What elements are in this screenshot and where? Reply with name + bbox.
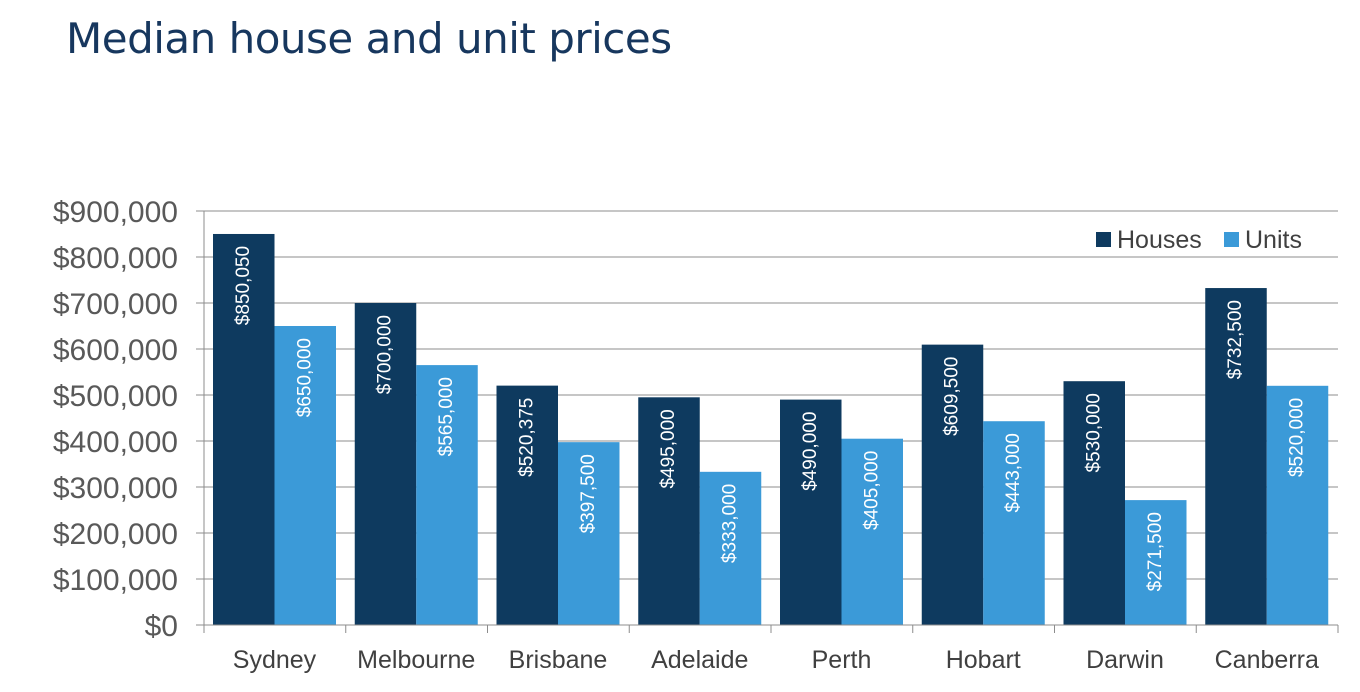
x-tick-label: Sydney	[233, 646, 317, 674]
legend-swatch-houses	[1096, 232, 1111, 247]
data-label: $732,500	[1225, 300, 1246, 379]
data-label: $520,000	[1287, 398, 1308, 477]
x-tick-label: Canberra	[1215, 646, 1319, 674]
data-label: $565,000	[436, 377, 457, 456]
y-tick-label: $900,000	[53, 196, 178, 229]
bar-units-sydney	[274, 326, 336, 625]
bar-houses-perth	[780, 399, 842, 625]
bar-units-melbourne	[416, 365, 478, 625]
data-labels: $850,050 $700,000 $520,375 $495,000 $490,000…	[233, 246, 1308, 591]
bar-houses-canberra	[1205, 288, 1267, 625]
y-tick-label: $800,000	[53, 242, 178, 275]
bar-houses-darwin	[1063, 381, 1125, 625]
axes: $0 $100,000 $200,000 $300,000 $400,000 $500,0…	[53, 196, 1339, 674]
data-label: $609,500	[942, 357, 963, 436]
y-tick-label: $600,000	[53, 334, 178, 367]
bar-units-darwin	[1125, 500, 1187, 625]
y-tick-label: $300,000	[53, 472, 178, 505]
bar-units-perth	[841, 438, 903, 625]
y-tick-label: $700,000	[53, 288, 178, 321]
bar-units-hobart	[983, 421, 1045, 625]
x-tick-label: Brisbane	[509, 646, 608, 674]
bar-houses-brisbane	[496, 385, 558, 625]
legend-label-units: Units	[1245, 226, 1302, 254]
bar-houses-adelaide	[638, 397, 700, 625]
bar-houses-melbourne	[354, 303, 417, 625]
data-label: $443,000	[1003, 433, 1024, 512]
data-label: $405,000	[861, 451, 882, 530]
data-label: $650,000	[294, 338, 315, 417]
data-label: $700,000	[375, 315, 396, 394]
y-tick-label: $0	[145, 610, 178, 643]
data-label: $271,500	[1145, 512, 1166, 591]
data-label: $495,000	[658, 409, 679, 488]
bar-units-adelaide	[699, 471, 762, 625]
data-label: $520,375	[516, 398, 537, 477]
legend: Houses Units	[1096, 226, 1302, 254]
data-label: $530,000	[1083, 393, 1104, 472]
data-label: $490,000	[800, 412, 821, 491]
bar-houses-hobart	[921, 344, 984, 625]
y-tick-label: $200,000	[53, 518, 178, 551]
bar-houses-sydney	[213, 233, 275, 626]
data-label: $333,000	[720, 484, 741, 563]
y-tick-label: $500,000	[53, 380, 178, 413]
bars	[213, 233, 1329, 626]
bar-units-canberra	[1266, 385, 1329, 625]
legend-label-houses: Houses	[1117, 226, 1202, 254]
y-tick-label: $100,000	[53, 564, 178, 597]
x-tick-label: Melbourne	[357, 646, 475, 674]
page-title: Median house and unit prices	[66, 14, 672, 63]
x-tick-label: Perth	[812, 646, 872, 674]
data-label: $397,500	[578, 454, 599, 533]
x-tick-label: Darwin	[1086, 646, 1164, 674]
x-tick-label: Hobart	[946, 646, 1021, 674]
bar-units-brisbane	[558, 442, 620, 625]
legend-swatch-units	[1224, 232, 1239, 247]
data-label: $850,050	[233, 246, 254, 325]
x-tick-label: Adelaide	[651, 646, 748, 674]
y-tick-label: $400,000	[53, 426, 178, 459]
